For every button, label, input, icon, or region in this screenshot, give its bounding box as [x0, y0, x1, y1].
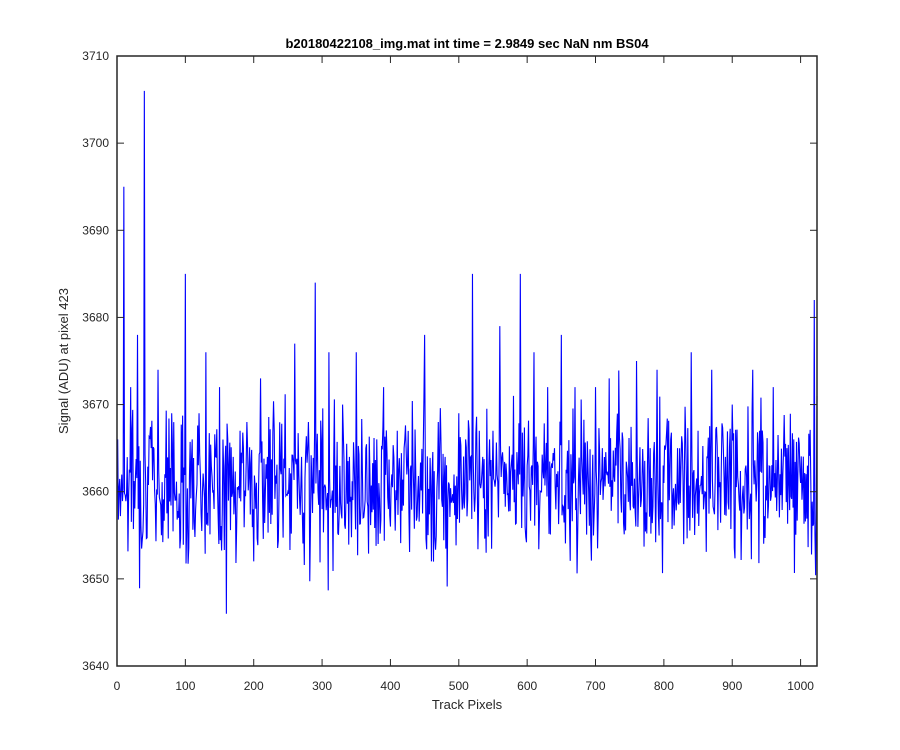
y-tick-label: 3640 — [82, 659, 109, 673]
series-layer — [117, 90, 818, 614]
y-tick-label: 3690 — [82, 223, 109, 237]
x-tick-label: 800 — [654, 679, 674, 693]
x-axis-label: Track Pixels — [432, 697, 503, 712]
y-tick-label: 3660 — [82, 485, 109, 499]
x-tick-label: 0 — [114, 679, 121, 693]
x-tick-label: 400 — [380, 679, 400, 693]
x-tick-label: 100 — [175, 679, 195, 693]
series-line — [117, 90, 818, 614]
axes-frame — [116, 55, 818, 667]
x-tick-label: 600 — [517, 679, 537, 693]
chart-title: b20180422108_img.mat int time = 2.9849 s… — [285, 36, 649, 51]
ticks-layer: 0 100 200 300 400 500 600 700 800 900 1000 3640 3650… — [82, 49, 817, 693]
y-axis-label: Signal (ADU) at pixel 423 — [56, 288, 71, 434]
x-tick-label: 300 — [312, 679, 332, 693]
y-tick-label: 3700 — [82, 136, 109, 150]
y-tick-label: 3680 — [82, 310, 109, 324]
x-tick-label: 500 — [449, 679, 469, 693]
x-tick-label: 1000 — [787, 679, 814, 693]
plot-area — [117, 56, 817, 666]
x-tick-label: 900 — [722, 679, 742, 693]
x-tick-label: 700 — [586, 679, 606, 693]
x-tick-label: 200 — [244, 679, 264, 693]
y-tick-label: 3710 — [82, 49, 109, 63]
y-tick-label: 3670 — [82, 398, 109, 412]
y-tick-label: 3650 — [82, 572, 109, 586]
